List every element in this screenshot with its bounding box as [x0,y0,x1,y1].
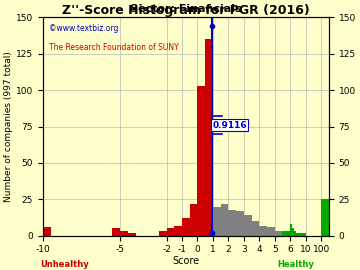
Bar [304,233,306,236]
Title: Z''-Score Histogram for PGR (2016): Z''-Score Histogram for PGR (2016) [62,4,310,17]
Bar [294,231,296,236]
Text: Unhealthy: Unhealthy [40,260,89,269]
Bar [43,227,51,236]
Bar [228,210,236,236]
Bar [205,39,213,236]
Text: Healthy: Healthy [277,260,314,269]
Bar [120,231,128,236]
Bar [259,225,267,236]
Text: ©www.textbiz.org: ©www.textbiz.org [49,24,118,33]
Bar [244,215,252,236]
Bar [128,233,136,236]
Bar [198,86,205,236]
Bar [167,228,174,236]
Bar [182,218,190,236]
Bar [159,231,167,236]
Bar [252,221,259,236]
X-axis label: Score: Score [172,256,199,266]
Bar [283,231,290,236]
Bar [174,225,182,236]
Bar [296,233,298,236]
Bar [190,204,198,236]
Text: Sector: Financials: Sector: Financials [130,4,242,14]
Y-axis label: Number of companies (997 total): Number of companies (997 total) [4,51,13,202]
Bar [300,233,302,236]
Bar [290,224,292,236]
Bar [321,199,329,236]
Bar [292,228,294,236]
Bar [112,228,120,236]
Bar [298,233,300,236]
Text: The Research Foundation of SUNY: The Research Foundation of SUNY [49,43,179,52]
Bar [236,211,244,236]
Bar [275,231,283,236]
Bar [302,233,304,236]
Bar [221,204,228,236]
Text: 0.9116: 0.9116 [212,120,247,130]
Bar [267,227,275,236]
Bar [213,207,221,236]
